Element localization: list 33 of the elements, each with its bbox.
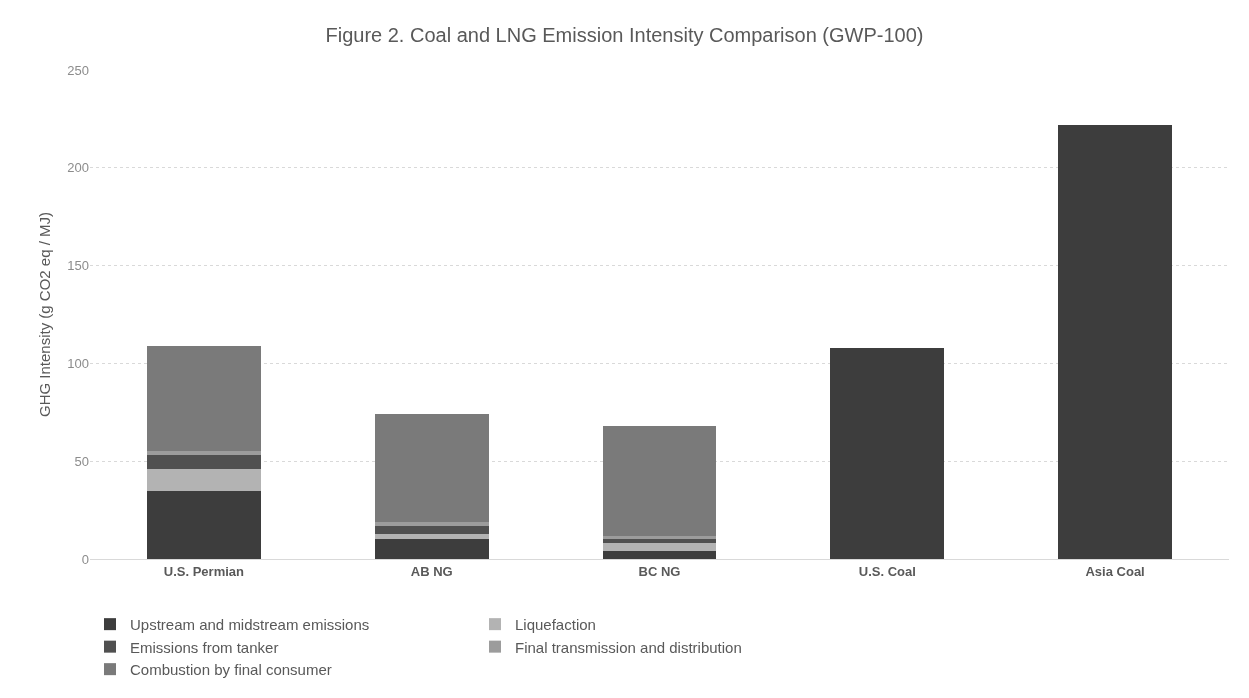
legend-label: Emissions from tanker [130,638,279,656]
bar [374,525,489,534]
chart-title: Figure 2. Coal and LNG Emission Intensity Comparison (GWP-100) [325,23,924,46]
x-tick-label: U.S. Coal [858,563,916,579]
bar [374,414,489,522]
bar [602,425,717,536]
y-tick-label: 200 [67,160,89,176]
bar [146,490,261,559]
x-tick-label: U.S. Permian [163,563,245,579]
bar [146,455,261,470]
y-axis-title: GHG Intensity (g CO2 eq / MJ) [36,211,53,418]
x-tick-label: BC NG [638,563,681,579]
x-tick-label: AB NG [410,563,453,579]
bar [374,539,489,559]
bar [146,451,261,456]
legend-label: Upstream and midstream emissions [130,616,370,633]
legend-label: Final transmission and distribution [515,638,742,656]
legend-label: Combustion by final consumer [130,661,332,678]
bar [146,469,261,491]
legend-label: Liquefaction [515,616,596,633]
bar [374,521,489,526]
bar [602,551,717,559]
y-tick-label: 150 [67,258,89,274]
bar [602,543,717,552]
y-tick-label: 0 [81,551,89,567]
bar [146,345,261,452]
x-tick-label: Asia Coal [1085,563,1145,579]
y-tick-label: 250 [67,62,89,78]
y-tick-label: 100 [67,355,89,371]
y-tick-label: 50 [74,453,89,469]
bar [602,539,717,544]
bar [830,347,945,559]
bar [1058,124,1173,559]
